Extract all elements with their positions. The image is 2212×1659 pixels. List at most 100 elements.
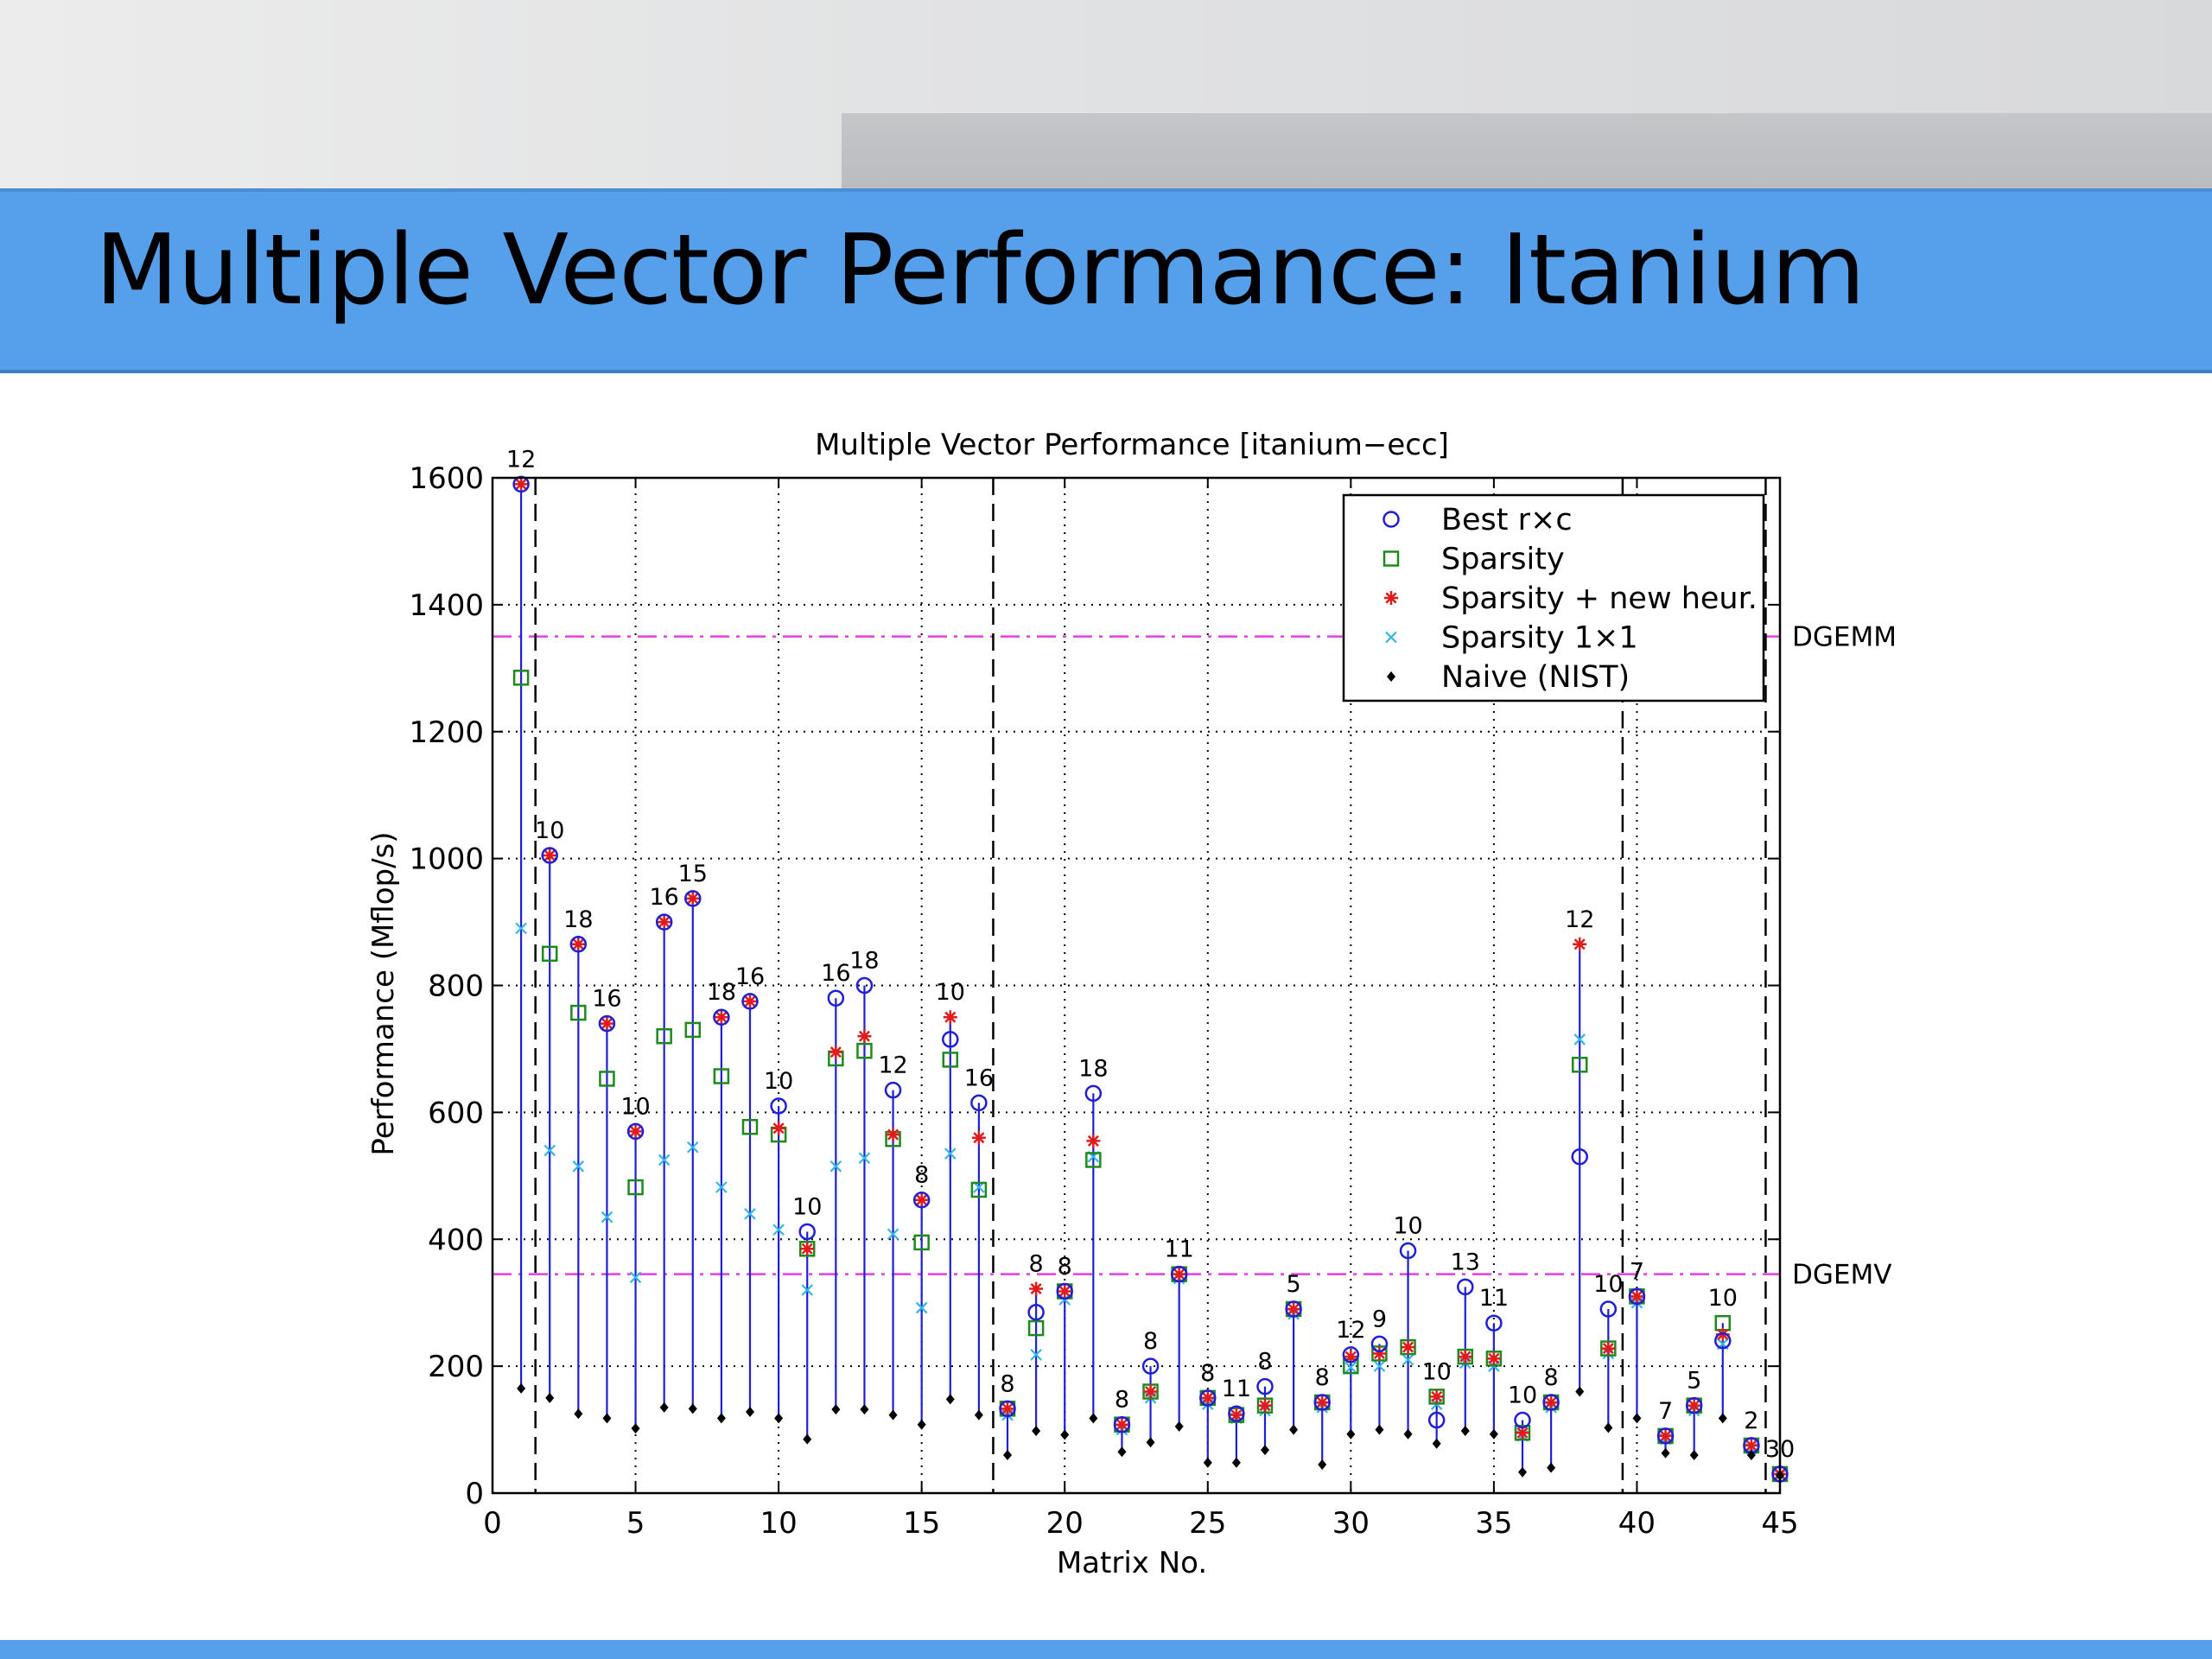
marker-newheur [1384,591,1398,605]
point-label: 10 [1421,1358,1451,1385]
point-label: 8 [1058,1253,1072,1280]
marker-sparsity [1571,1057,1588,1073]
point-label: 8 [1257,1349,1272,1376]
marker-newheur [1401,1340,1415,1355]
marker-naive [1575,1386,1585,1397]
point-label: 16 [821,960,850,987]
y-tick-label: 0 [465,1477,484,1511]
marker-best [1599,1300,1618,1318]
x-tick-label: 5 [626,1506,645,1541]
marker-newheur [1429,1389,1444,1404]
marker-one-by-one [687,1141,699,1154]
x-tick-label: 45 [1761,1506,1798,1541]
point-label: 7 [1630,1258,1644,1285]
marker-one-by-one [515,922,527,935]
marker-newheur [971,1130,986,1145]
marker-newheur [1573,937,1587,951]
point-label: 16 [735,963,765,990]
marker-best [1628,1287,1646,1306]
x-tick-label: 25 [1189,1506,1226,1541]
point-label: 10 [1593,1271,1623,1298]
point-label: 10 [764,1068,793,1095]
reference-line-label: DGEMV [1792,1260,1891,1291]
marker-naive [716,1413,726,1424]
marker-sparsity [570,1004,587,1021]
marker-best [855,976,874,995]
marker-one-by-one [1344,1361,1357,1374]
marker-naive [1375,1424,1384,1435]
marker-sparsity [913,1234,930,1251]
marker-one-by-one [744,1208,756,1220]
y-tick-label: 1400 [409,588,484,623]
marker-newheur [1458,1350,1472,1364]
point-label: 18 [563,906,593,933]
point-label: 16 [649,884,678,911]
marker-one-by-one [858,1152,871,1165]
marker-sparsity [1382,550,1400,567]
marker-one-by-one [572,1160,585,1173]
marker-best [827,989,845,1007]
marker-newheur [1001,1402,1014,1416]
marker-naive [1632,1413,1642,1424]
point-label: 13 [1451,1249,1480,1275]
marker-newheur [1315,1395,1330,1409]
legend-label: Sparsity [1441,543,1565,577]
marker-newheur [800,1242,815,1256]
marker-naive [1060,1429,1070,1440]
marker-naive [517,1382,526,1394]
marker-best [1113,1415,1131,1433]
marker-best [1714,1332,1732,1350]
marker-naive [1661,1447,1670,1459]
legend-label: Naive (NIST) [1441,660,1630,695]
y-tick-label: 200 [428,1350,484,1384]
marker-best [1485,1314,1503,1332]
marker-naive [945,1394,955,1405]
marker-best [1399,1242,1417,1260]
marker-naive [860,1404,869,1415]
markers [512,475,1789,1483]
point-label: 12 [506,446,536,473]
marker-newheur [1344,1350,1358,1364]
marker-naive [1089,1413,1098,1424]
marker-best [1514,1411,1531,1429]
x-tick-label: 35 [1475,1506,1512,1541]
marker-newheur [1143,1384,1158,1399]
point-label: 10 [1708,1285,1738,1312]
point-label: 8 [1000,1370,1014,1397]
marker-naive [1460,1426,1470,1437]
marker-best [1199,1389,1217,1407]
legend-box [1342,493,1765,702]
marker-one-by-one [1373,1360,1386,1372]
marker-naive [1387,671,1395,682]
marker-best [684,890,702,907]
marker-best [1457,1278,1474,1296]
point-label: 12 [878,1052,907,1079]
marker-naive [1261,1445,1269,1456]
marker-best [1571,1148,1588,1166]
marker-best [741,993,759,1010]
marker-naive [1689,1449,1699,1460]
point-label: 10 [1508,1382,1537,1409]
legend: Best r×c Sparsity Sparsity + new heur. Spar… [1342,493,1765,702]
title-bar [0,188,2212,373]
marker-naive [631,1423,640,1434]
marker-one-by-one [629,1271,642,1284]
axis-ticks: 0 5 10 15 20 25 30 35 40 450200400600800100012001… [409,461,1798,1541]
marker-sparsity [856,1042,873,1059]
marker-newheur [1287,1302,1301,1317]
marker-naive [602,1413,612,1424]
marker-newheur [1029,1281,1044,1296]
marker-naive [1174,1421,1184,1432]
marker-naive [688,1403,697,1414]
marker-best [1228,1405,1245,1422]
point-label: 11 [1479,1285,1509,1312]
marker-newheur [600,1016,614,1031]
point-label: 15 [678,861,708,887]
marker-one-by-one [715,1181,728,1193]
marker-best [942,1031,959,1048]
legend-label: Sparsity + new heur. [1441,582,1758,616]
marker-newheur [1544,1395,1559,1409]
marker-best [1382,511,1400,528]
marker-naive [1289,1424,1299,1435]
point-label: 8 [1143,1328,1158,1355]
